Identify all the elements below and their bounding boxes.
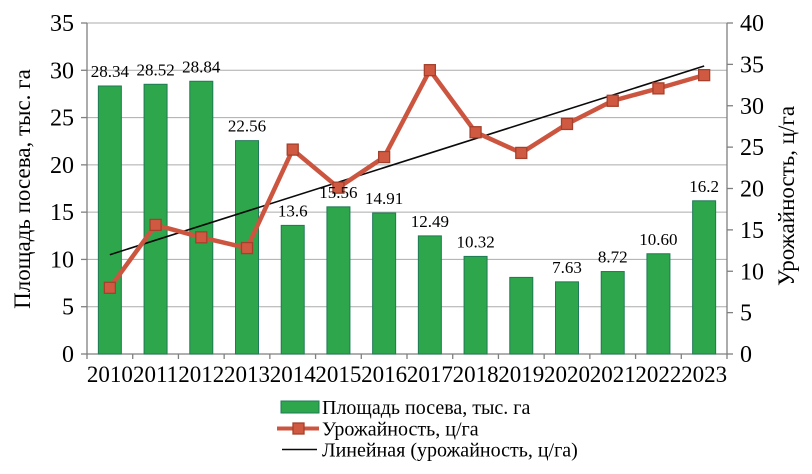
left-axis-tick-label: 30 <box>50 58 74 84</box>
legend-swatch-area <box>280 400 320 414</box>
right-axis-tick-label: 35 <box>740 52 764 78</box>
x-axis-label: 2015 <box>315 362 361 387</box>
legend-label: Площадь посева, тыс. га <box>322 397 531 419</box>
right-axis-tick-label: 30 <box>740 94 764 120</box>
right-axis-tick-label: 10 <box>740 259 764 285</box>
bar <box>189 80 214 355</box>
bar <box>646 253 671 355</box>
left-axis-tick-label: 10 <box>50 247 74 273</box>
yield-marker <box>149 218 162 232</box>
bar-value-label: 10.60 <box>639 230 677 249</box>
bar-value-label: 28.34 <box>91 62 130 81</box>
yield-line <box>108 67 705 290</box>
bar <box>555 281 579 355</box>
bar-value-label: 8.72 <box>598 248 628 267</box>
bar-value-label: 15.56 <box>319 183 357 202</box>
bar-value-label: 16.2 <box>689 177 719 196</box>
left-axis-tick-label: 20 <box>50 153 74 179</box>
right-axis-title: Урожайность, ц/га <box>774 106 799 286</box>
bar <box>417 235 442 355</box>
x-axis-label: 2014 <box>270 362 317 387</box>
bar-value-label: 7.63 <box>552 258 582 277</box>
yield-marker <box>377 150 391 164</box>
x-axis-label: 2023 <box>681 362 727 387</box>
x-axis-label: 2010 <box>87 362 133 387</box>
x-axis-label: 2018 <box>453 362 499 387</box>
x-axis-label: 2019 <box>498 362 544 387</box>
bar-value-label: 14.91 <box>365 189 403 208</box>
x-axis-label: 2011 <box>133 362 178 387</box>
left-axis-title: Площадь посева, тыс. га <box>10 69 35 309</box>
yield-marker <box>103 281 117 294</box>
right-axis-tick-label: 15 <box>740 218 764 244</box>
yield-marker <box>469 126 482 139</box>
bar <box>280 224 305 355</box>
bar <box>509 276 534 355</box>
yield-marker <box>560 117 574 131</box>
bar-value-label: 28.52 <box>136 60 174 79</box>
bar <box>692 200 717 355</box>
left-axis-tick-label: 5 <box>62 295 74 321</box>
bar <box>600 271 625 355</box>
bar-value-label: 10.32 <box>456 232 494 251</box>
left-axis-tick-label: 25 <box>50 106 74 132</box>
legend-swatch-yield-marker <box>292 422 305 435</box>
right-axis-tick-label: 40 <box>740 11 764 37</box>
trend-line <box>109 65 705 256</box>
bar <box>463 255 488 355</box>
bar-value-label: 28.84 <box>182 57 221 76</box>
left-axis-tick-label: 0 <box>62 342 74 368</box>
right-axis-tick-label: 5 <box>740 301 752 327</box>
right-axis-tick-label: 25 <box>740 135 764 161</box>
x-axis-label: 2017 <box>407 362 453 387</box>
yield-marker <box>606 94 619 107</box>
yield-marker <box>423 64 437 77</box>
legend-label: Линейная (урожайность, ц/га) <box>322 440 578 462</box>
left-axis-tick-label: 15 <box>50 200 74 226</box>
yield-marker <box>515 146 528 160</box>
yield-marker <box>195 231 208 244</box>
bar <box>326 206 351 355</box>
left-axis-tick-label: 35 <box>50 11 74 37</box>
bar-value-label: 12.49 <box>411 212 449 231</box>
x-axis-label: 2021 <box>590 362 636 387</box>
legend-label: Урожайность, ц/га <box>322 419 479 441</box>
yield-marker <box>240 241 254 255</box>
yield-marker <box>697 68 711 82</box>
right-axis-tick-label: 20 <box>740 177 764 203</box>
bar <box>97 85 122 355</box>
yield-marker <box>652 82 665 95</box>
x-axis-label: 2020 <box>544 362 590 387</box>
bar-value-label: 13.6 <box>278 201 308 220</box>
yield-marker <box>332 181 345 194</box>
bar-value-label: 22.56 <box>228 117 266 136</box>
right-axis-tick-label: 0 <box>740 342 752 368</box>
yield-marker <box>286 143 299 156</box>
x-axis-label: 2022 <box>635 362 681 387</box>
x-axis-label: 2012 <box>178 362 224 387</box>
x-axis-label: 2013 <box>224 362 270 387</box>
x-axis-label: 2016 <box>361 362 407 387</box>
bar <box>372 212 397 355</box>
